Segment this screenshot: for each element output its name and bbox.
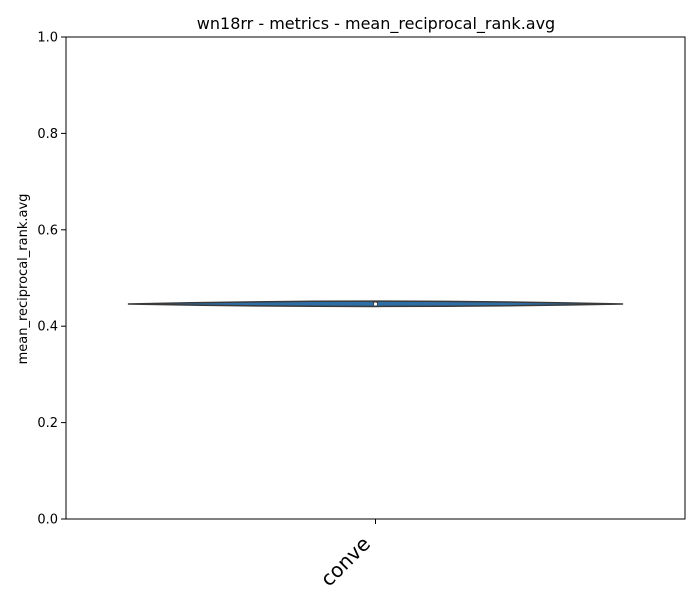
violin-median (373, 302, 378, 306)
y-tick-label: 0.0 (37, 513, 58, 528)
y-tick-label: 1.0 (37, 31, 58, 46)
chart-title: wn18rr - metrics - mean_reciprocal_rank.… (197, 14, 555, 34)
plot-frame (65, 36, 686, 520)
violin-group (127, 300, 624, 308)
y-tick-label: 0.8 (37, 127, 58, 142)
y-axis-ticks: 0.0 0.2 0.4 0.6 0.8 1.0 (37, 31, 66, 528)
y-tick-label: 0.2 (37, 416, 58, 431)
y-axis-label: mean_reciprocal_rank.avg (16, 194, 31, 365)
y-tick-label: 0.4 (37, 320, 58, 335)
y-tick-label: 0.6 (37, 223, 58, 238)
